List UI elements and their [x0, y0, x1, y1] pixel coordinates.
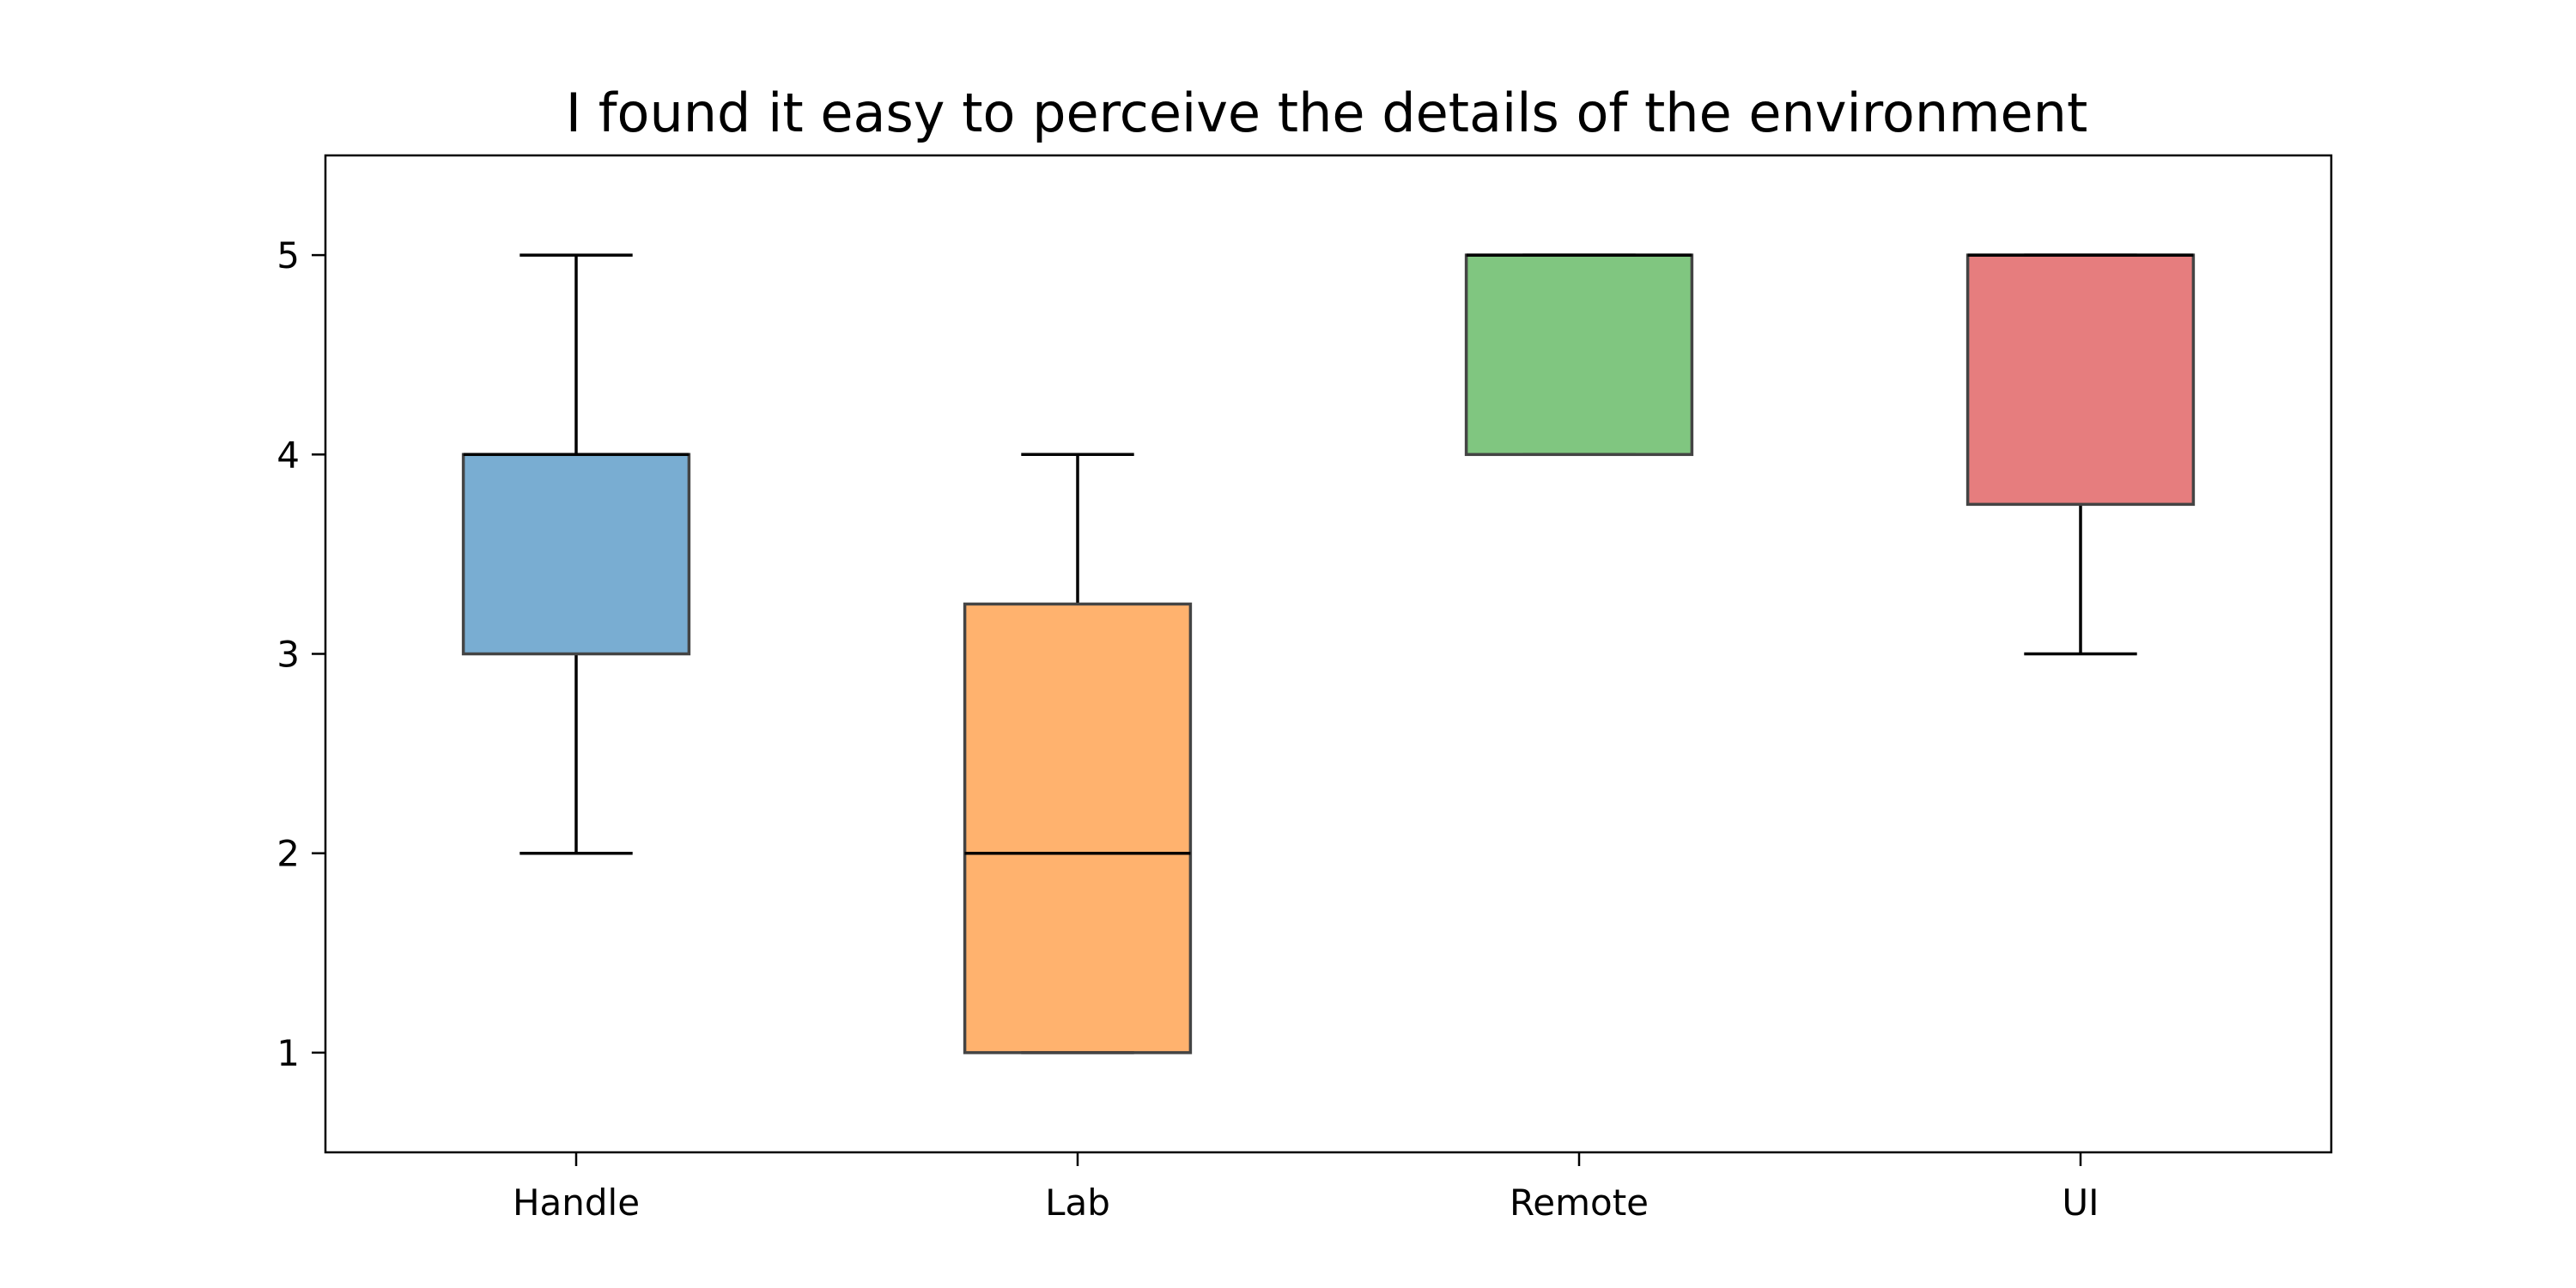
- box-remote: [1464, 253, 1694, 457]
- box-lab: [963, 453, 1193, 1054]
- box-ui: [1965, 253, 2196, 656]
- chart-title: I found it easy to perceive the details …: [566, 82, 2088, 144]
- x-tick-label: UI: [2062, 1182, 2099, 1224]
- box-handle: [461, 253, 691, 855]
- chart-marks: [461, 253, 2196, 1054]
- box-body: [1965, 253, 2196, 507]
- chart-axes: 1 2 3 4 5 Handle Lab Remote UI: [276, 234, 2099, 1224]
- y-tick-label: 3: [276, 634, 300, 676]
- box-body: [963, 602, 1193, 1054]
- x-tick-label: Remote: [1510, 1182, 1649, 1224]
- x-tick-label: Lab: [1045, 1182, 1110, 1224]
- x-tick-label: Handle: [513, 1182, 640, 1224]
- y-tick-label: 4: [276, 434, 300, 476]
- y-tick-label: 5: [276, 234, 300, 276]
- y-tick-label: 2: [276, 833, 300, 875]
- y-tick-label: 1: [276, 1032, 300, 1074]
- box-body: [461, 453, 691, 656]
- box-body: [1464, 253, 1694, 457]
